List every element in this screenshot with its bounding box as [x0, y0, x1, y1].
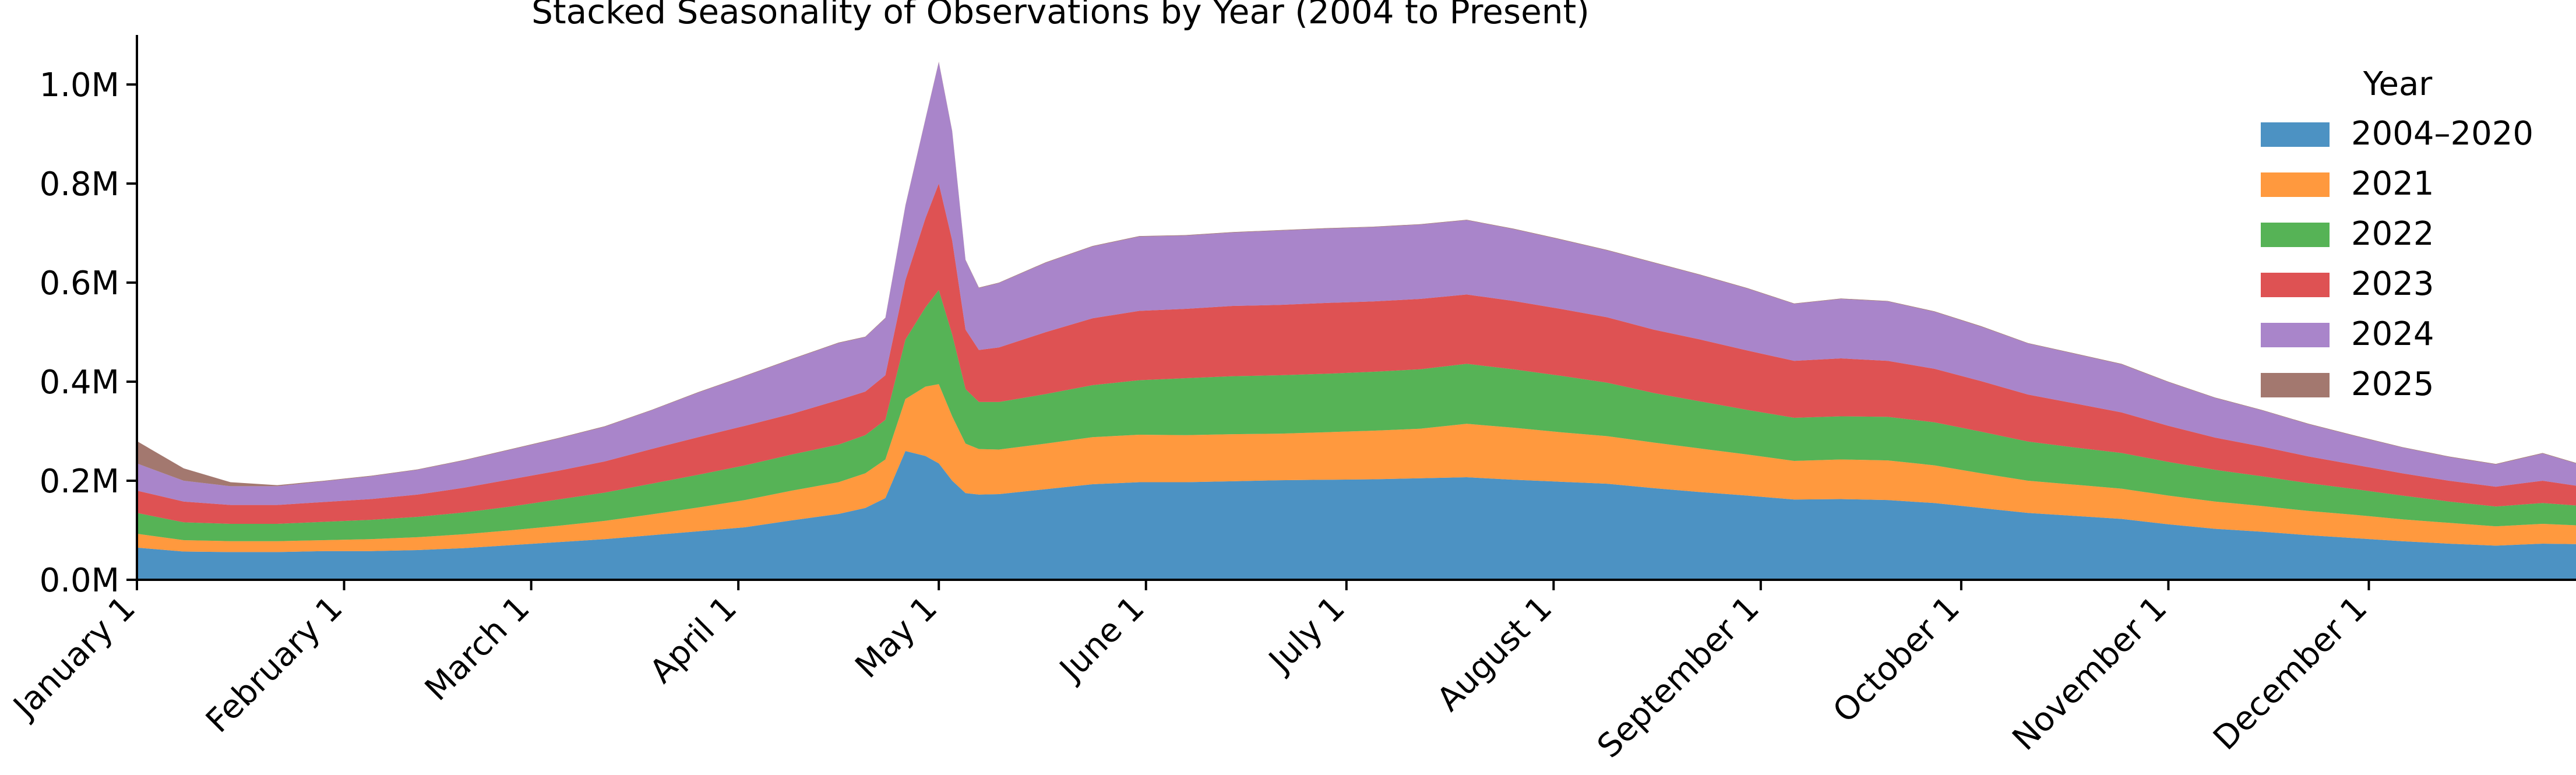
y-tick-label: 0.8M [40, 165, 119, 203]
x-axis: January 1 February 1 March 1 April 1 May 1 Ju… [5, 579, 2576, 766]
area-series-0 [137, 451, 2576, 580]
legend-label: 2025 [2351, 365, 2434, 403]
x-tick-label: August 1 [1430, 589, 1559, 718]
area-series-3 [137, 184, 2576, 524]
x-tick-label: October 1 [1826, 589, 1967, 730]
x-tick-label: February 1 [199, 589, 350, 740]
area-series-4 [137, 62, 2576, 505]
legend-title: Year [2363, 65, 2433, 103]
x-tick-label: May 1 [848, 589, 945, 686]
y-tick-label: 0.4M [40, 364, 119, 401]
x-tick-label: March 1 [418, 589, 537, 708]
x-tick-label: November 1 [2006, 589, 2175, 758]
legend-swatch [2261, 373, 2330, 397]
x-tick-label: June 1 [1052, 589, 1152, 689]
x-tick-label: July 1 [1261, 589, 1352, 681]
legend-label: 2023 [2351, 265, 2434, 303]
y-tick-label: 0.2M [40, 463, 119, 501]
x-tick-label: January 1 [5, 589, 143, 727]
area-series-2 [137, 290, 2576, 541]
areas-group [137, 61, 2576, 580]
legend-label: 2021 [2351, 165, 2434, 203]
x-tick-label: September 1 [1590, 589, 1767, 766]
y-axis: 0.0M 0.2M 0.4M 0.6M 0.8M 1.0M [40, 35, 138, 600]
legend-label: 2004–2020 [2351, 115, 2533, 153]
legend-swatch [2261, 273, 2330, 297]
y-tick-label: 0.6M [40, 265, 119, 302]
chart-title: Stacked Seasonality of Observations by Y… [531, 0, 1590, 31]
legend-swatch [2261, 223, 2330, 247]
legend: Year 2004–2020 2021 2022 2023 2024 2025 [2261, 65, 2533, 403]
area-series-1 [137, 384, 2576, 552]
x-tick-label: December 1 [2206, 589, 2374, 758]
y-tick-label: 1.0M [40, 66, 119, 104]
legend-swatch [2261, 122, 2330, 147]
legend-label: 2022 [2351, 215, 2434, 253]
legend-label: 2024 [2351, 315, 2434, 353]
legend-swatch [2261, 172, 2330, 197]
x-tick-label: April 1 [643, 589, 744, 691]
y-tick-label: 0.0M [40, 562, 119, 600]
legend-swatch [2261, 323, 2330, 347]
